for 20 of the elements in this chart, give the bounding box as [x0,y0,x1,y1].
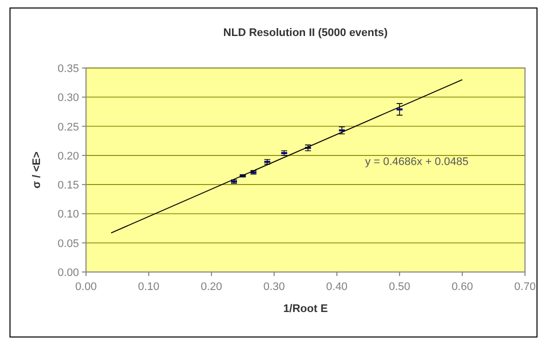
x-axis-title: 1/Root E [283,303,328,315]
x-tick-label: 0.20 [200,281,222,293]
y-tick-label: 0.15 [58,180,79,192]
y-axis-title: σ / <E> [31,152,43,188]
y-tick-label: 0.25 [58,121,79,134]
x-tick-label: 0.10 [138,281,160,293]
x-tick-label: 0.70 [514,281,536,293]
x-tick-label: 0.40 [326,281,348,293]
chart-title: NLD Resolution II (5000 events) [223,27,388,39]
y-tick-label: 0.35 [58,63,79,75]
x-tick-label: 0.50 [388,281,410,293]
x-tick-label: 0.00 [75,281,97,293]
y-tick-label: 0.00 [58,267,79,279]
y-tick-label: 0.05 [58,238,79,250]
x-tick-label: 0.60 [452,281,473,293]
annotation: y = 0.4686x + 0.0485 [365,156,468,168]
y-tick-label: 0.30 [58,92,79,104]
y-tick-label: 0.10 [58,208,79,221]
x-tick-label: 0.30 [263,281,285,293]
y-tick-label: 0.20 [58,150,79,162]
